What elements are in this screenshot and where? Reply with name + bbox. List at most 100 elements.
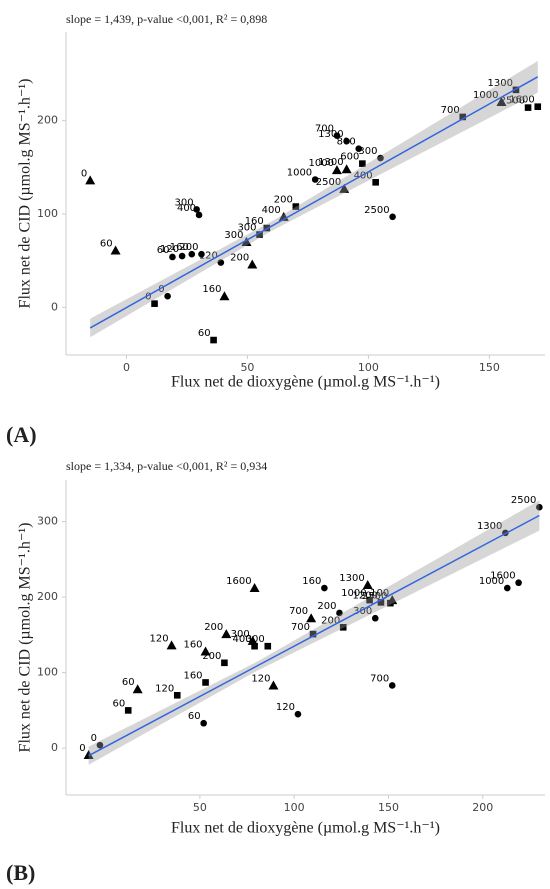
x-tick-label: 200 — [472, 801, 493, 814]
point — [333, 132, 341, 139]
point-label: 300 — [231, 629, 250, 640]
point — [377, 154, 384, 162]
point-label: 200 — [204, 622, 223, 633]
point-label: 300 — [246, 634, 265, 645]
point-label: 100 — [370, 588, 389, 599]
point — [247, 635, 258, 645]
point — [339, 183, 350, 193]
point-label: 1000 — [308, 158, 333, 169]
point — [221, 629, 232, 639]
point — [241, 237, 252, 247]
point-label: 160 — [245, 216, 264, 227]
point-label: 60 — [122, 677, 135, 688]
point-label: 400 — [232, 634, 251, 645]
point-label: 1000 — [287, 167, 312, 178]
point-label: 200 — [317, 601, 336, 612]
point-label: 1300 — [318, 157, 343, 168]
x-tick-label: 100 — [284, 801, 305, 814]
point — [85, 175, 96, 185]
point — [200, 719, 207, 727]
point — [534, 103, 542, 110]
point-label: 300 — [353, 606, 372, 617]
point-label: 0 — [81, 168, 87, 179]
point-label: 200 — [274, 195, 293, 206]
point-label: 400 — [354, 170, 373, 181]
point — [339, 624, 347, 631]
point-label: 160 — [183, 670, 202, 681]
point-label: 60 — [100, 238, 113, 249]
point — [210, 336, 217, 344]
point-label: 600 — [340, 152, 359, 163]
point — [151, 300, 158, 307]
point — [193, 206, 200, 213]
point-label: 800 — [337, 137, 356, 148]
point-label: 120 — [251, 673, 270, 684]
point-label: 120 — [150, 633, 169, 644]
point — [371, 614, 379, 622]
point-label: 160 — [202, 284, 221, 295]
y-axis-label: Flux net de CID (µmol.g MS⁻¹.h⁻¹) — [17, 523, 34, 753]
point — [256, 231, 263, 238]
point-label: 300 — [358, 146, 377, 157]
point-label: 0 — [79, 743, 85, 754]
point — [377, 599, 385, 606]
point — [251, 642, 258, 650]
point — [387, 599, 394, 607]
point — [173, 691, 181, 699]
point — [524, 104, 532, 111]
point-label: 1200 — [352, 590, 377, 601]
point-label: 1600 — [226, 576, 251, 587]
point — [292, 203, 300, 210]
x-tick-label: 150 — [479, 361, 500, 374]
point-label: 120 — [199, 251, 218, 262]
point — [372, 178, 379, 186]
point-label: 2500 — [364, 205, 389, 216]
point-label: 160 — [170, 242, 189, 253]
x-axis-label: Flux net de dioxygène (µmol.g MS⁻¹.h⁻¹) — [171, 820, 440, 837]
confidence-band — [88, 500, 540, 765]
x-tick-label: 100 — [358, 361, 379, 374]
point — [321, 584, 328, 592]
point — [306, 613, 317, 623]
point — [503, 584, 511, 592]
point-label: 1000 — [479, 576, 504, 587]
fit-line — [88, 514, 540, 757]
x-axis-label: Flux net de dioxygène (µmol.g MS⁻¹.h⁻¹) — [171, 374, 440, 391]
point-label: 400 — [177, 203, 196, 214]
point — [217, 259, 225, 266]
point — [124, 707, 132, 714]
point — [264, 642, 272, 650]
point — [132, 684, 143, 694]
point — [343, 137, 350, 145]
point-label: 0 — [158, 284, 164, 295]
x-tick-label: 150 — [378, 801, 399, 814]
point-label: 700 — [441, 105, 460, 116]
y-axis-label: Flux net de CID (µmol.g MS⁻¹.h⁻¹) — [17, 79, 34, 309]
point-label: 60 — [198, 328, 211, 339]
point — [496, 97, 507, 107]
point — [200, 646, 211, 656]
fit-line — [89, 76, 539, 329]
point-label: 200 — [179, 242, 198, 253]
confidence-band — [90, 60, 538, 338]
point — [515, 579, 522, 587]
point — [309, 630, 317, 638]
point — [341, 164, 352, 174]
point — [336, 609, 343, 617]
point — [164, 292, 171, 300]
point-label: 1300 — [339, 573, 364, 584]
point-label: 1000 — [341, 588, 366, 599]
y-tick-label: 200 — [37, 590, 58, 603]
point-label: 200 — [202, 651, 221, 662]
point — [221, 659, 228, 667]
point-label: 160 — [183, 639, 202, 650]
point — [362, 580, 373, 589]
point — [166, 640, 177, 650]
point-label: 1600 — [490, 571, 515, 582]
point-label: 400 — [262, 205, 281, 216]
point-label: 1000 — [473, 90, 498, 101]
y-tick-label: 0 — [51, 300, 58, 313]
point-label: 1300 — [477, 521, 502, 532]
x-tick-label: 50 — [240, 361, 254, 374]
